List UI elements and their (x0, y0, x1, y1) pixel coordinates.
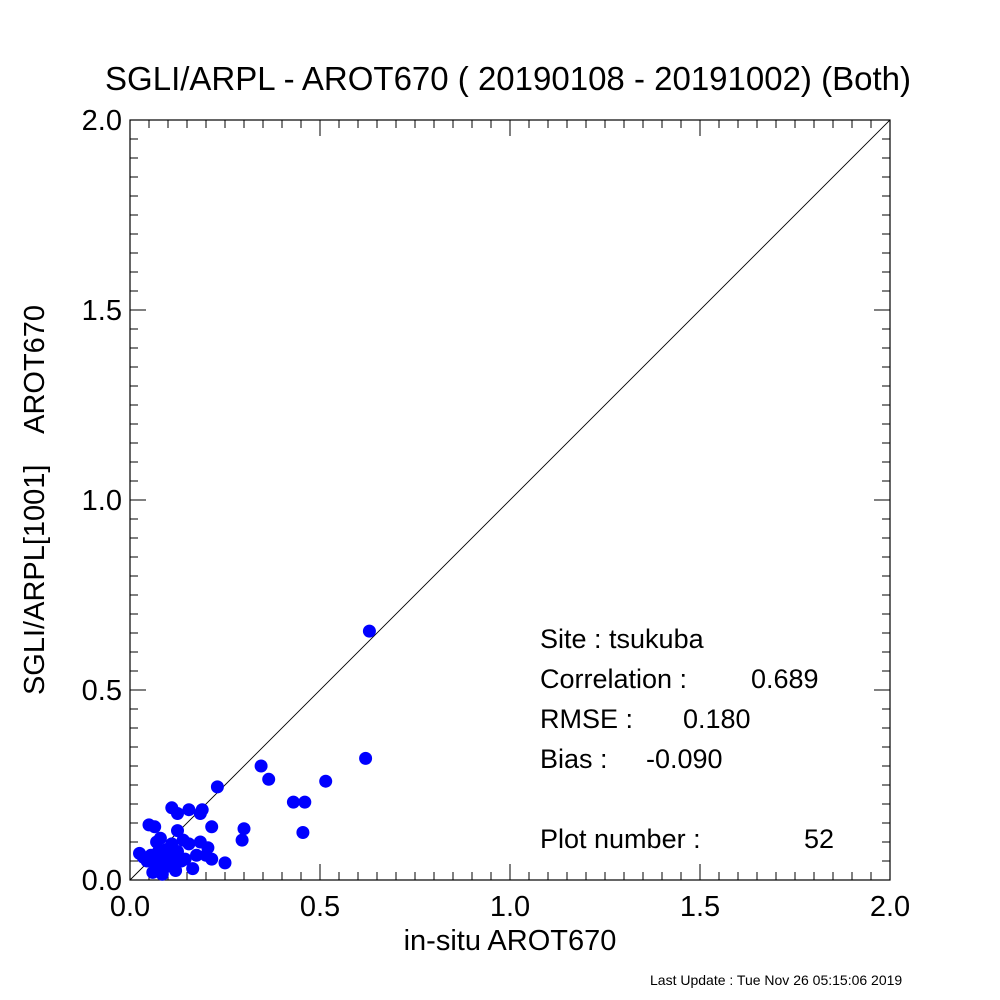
data-point (199, 848, 213, 862)
data-point (133, 846, 146, 860)
y-tick-label: 0.0 (82, 865, 122, 897)
data-point (296, 826, 310, 839)
data-point (237, 822, 251, 836)
rmse-label: RMSE : (540, 704, 633, 734)
data-point (146, 865, 160, 879)
data-point (362, 624, 376, 638)
data-point (193, 807, 207, 820)
plot-area (129, 119, 891, 881)
data-point (193, 835, 207, 849)
plot-number-label: Plot number : (540, 824, 701, 854)
data-point (210, 780, 224, 794)
data-point (254, 759, 268, 773)
y-axis-label: SGLI/ARPL[1001] AROT670 (19, 305, 51, 695)
data-point (286, 795, 300, 809)
data-point (165, 801, 179, 815)
stats-box: Site : tsukuba Correlation : 0.689 RMSE … (540, 624, 834, 854)
major-ticks (129, 119, 891, 881)
minor-ticks (130, 120, 890, 880)
bias-value: -0.090 (646, 744, 723, 774)
data-point (176, 833, 190, 847)
bias-label: Bias : (540, 744, 608, 774)
site-text: Site : tsukuba (540, 624, 705, 654)
x-tick-label: 0.0 (110, 891, 150, 923)
data-point (150, 835, 164, 849)
x-tick-label: 1.0 (490, 891, 530, 923)
x-axis-label: in-situ AROT670 (404, 925, 617, 957)
chart-title: SGLI/ARPL - AROT670 ( 20190108 - 2019100… (105, 60, 911, 97)
data-point (186, 862, 200, 876)
plot-number-value: 52 (804, 824, 834, 854)
data-point (235, 833, 249, 847)
data-point (159, 843, 173, 857)
data-point (218, 856, 232, 870)
tick-labels: 0.0 0.5 1.0 1.5 2.0 0.0 0.5 1.0 1.5 2.0 (82, 105, 910, 923)
last-update-text: Last Update : Tue Nov 26 05:15:06 2019 (650, 972, 902, 988)
x-tick-label: 2.0 (870, 891, 910, 923)
data-point (182, 803, 196, 817)
data-point (262, 772, 276, 786)
data-points (133, 624, 376, 881)
data-point (190, 848, 203, 862)
x-tick-label: 1.5 (680, 891, 720, 923)
data-point (205, 820, 219, 834)
correlation-value: 0.689 (751, 664, 819, 694)
y-tick-label: 1.5 (82, 295, 122, 327)
correlation-label: Correlation : (540, 664, 687, 694)
data-point (171, 824, 184, 838)
data-point (142, 818, 156, 832)
data-point (359, 751, 373, 765)
y-tick-label: 1.0 (82, 485, 122, 517)
one-to-one-line (129, 119, 891, 881)
rmse-value: 0.180 (683, 704, 751, 734)
data-point (319, 774, 333, 788)
data-point (298, 795, 312, 809)
x-tick-label: 0.5 (300, 891, 340, 923)
y-tick-label: 2.0 (82, 105, 122, 137)
y-tick-label: 0.5 (82, 675, 122, 707)
